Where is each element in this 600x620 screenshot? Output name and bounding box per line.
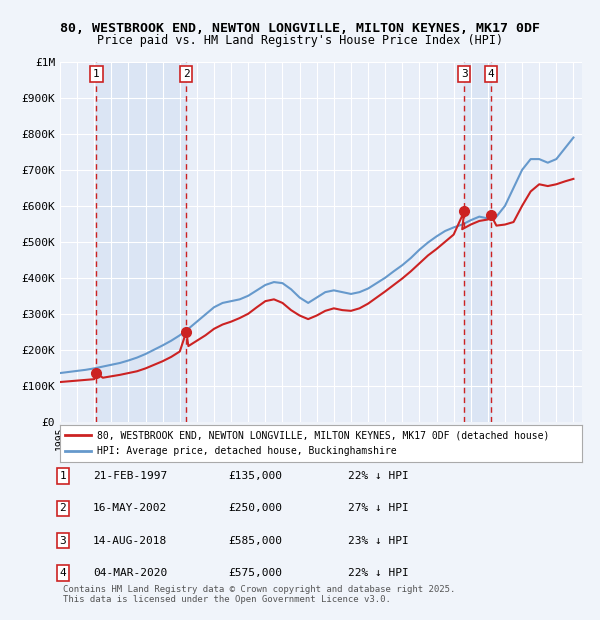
Bar: [464, 62, 491, 422]
Text: HPI: Average price, detached house, Buckinghamshire: HPI: Average price, detached house, Buck…: [97, 446, 396, 456]
Text: 2: 2: [59, 503, 67, 513]
Text: Contains HM Land Registry data © Crown copyright and database right 2025.
This d: Contains HM Land Registry data © Crown c…: [63, 585, 455, 604]
Text: 80, WESTBROOK END, NEWTON LONGVILLE, MILTON KEYNES, MK17 0DF (detached house): 80, WESTBROOK END, NEWTON LONGVILLE, MIL…: [97, 430, 549, 440]
Text: 04-MAR-2020: 04-MAR-2020: [93, 568, 167, 578]
Text: £135,000: £135,000: [228, 471, 282, 481]
Text: 2: 2: [183, 69, 190, 79]
Text: £585,000: £585,000: [228, 536, 282, 546]
Text: 23% ↓ HPI: 23% ↓ HPI: [348, 536, 409, 546]
Text: £575,000: £575,000: [228, 568, 282, 578]
Text: 16-MAY-2002: 16-MAY-2002: [93, 503, 167, 513]
Bar: [97, 62, 187, 422]
Text: 22% ↓ HPI: 22% ↓ HPI: [348, 471, 409, 481]
Text: 14-AUG-2018: 14-AUG-2018: [93, 536, 167, 546]
Text: 3: 3: [461, 69, 467, 79]
Text: 4: 4: [59, 568, 67, 578]
Text: 4: 4: [487, 69, 494, 79]
Text: Price paid vs. HM Land Registry's House Price Index (HPI): Price paid vs. HM Land Registry's House …: [97, 34, 503, 47]
Text: 3: 3: [59, 536, 67, 546]
Text: 27% ↓ HPI: 27% ↓ HPI: [348, 503, 409, 513]
Text: 1: 1: [93, 69, 100, 79]
Text: 22% ↓ HPI: 22% ↓ HPI: [348, 568, 409, 578]
Text: £250,000: £250,000: [228, 503, 282, 513]
Text: 1: 1: [59, 471, 67, 481]
Text: 80, WESTBROOK END, NEWTON LONGVILLE, MILTON KEYNES, MK17 0DF: 80, WESTBROOK END, NEWTON LONGVILLE, MIL…: [60, 22, 540, 35]
Text: 21-FEB-1997: 21-FEB-1997: [93, 471, 167, 481]
